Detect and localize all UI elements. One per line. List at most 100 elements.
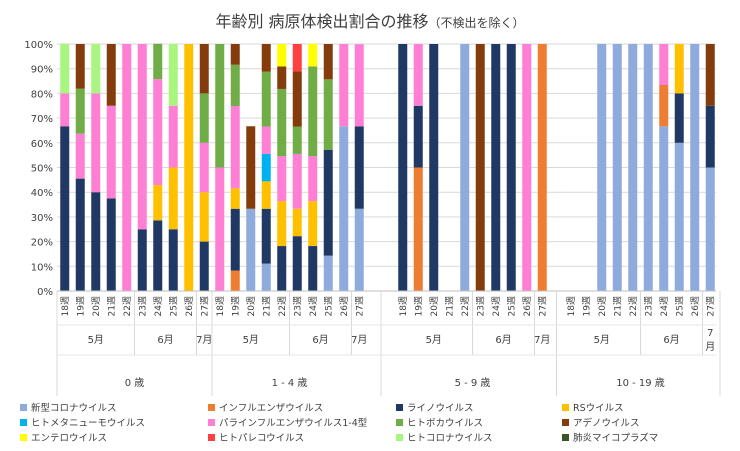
week-suffix: 週 — [277, 296, 288, 305]
legend-label: ヒトコロナウイルス — [407, 433, 493, 444]
week-suffix: 週 — [506, 296, 517, 305]
bar-segment — [659, 85, 669, 127]
week-number: 19 — [414, 305, 424, 317]
bar-segment — [277, 201, 287, 247]
bar-segment — [168, 167, 178, 230]
week-label: 24週 — [153, 296, 164, 316]
week-label: 26週 — [184, 296, 195, 316]
week-number: 26 — [185, 305, 195, 317]
week-suffix: 週 — [168, 296, 179, 305]
bar-segment — [75, 88, 85, 134]
week-number: 25 — [324, 305, 334, 316]
week-number: 23 — [138, 305, 148, 316]
week-label: 26週 — [522, 296, 533, 316]
legend-swatch — [208, 404, 215, 411]
week-suffix: 週 — [91, 296, 102, 305]
week-number: 19 — [582, 305, 592, 317]
week-label: 23週 — [475, 296, 486, 316]
bar-segment — [690, 44, 700, 291]
bar-segment — [91, 93, 101, 193]
legend-swatch — [396, 419, 403, 426]
legend-swatch — [562, 404, 569, 411]
bar-segment — [75, 133, 85, 179]
month-label-part: 7 — [707, 328, 713, 339]
age-group-label: 10 - 19 歳 — [616, 377, 665, 389]
week-number: 22 — [461, 305, 471, 316]
week-number: 27 — [355, 305, 365, 316]
week-label: 18週 — [60, 296, 71, 316]
y-tick-label: 30% — [31, 213, 53, 224]
bar-segment — [413, 167, 423, 291]
bar-segment — [354, 126, 364, 209]
week-label: 26週 — [339, 296, 350, 316]
week-suffix: 週 — [261, 296, 272, 305]
week-number: 20 — [92, 305, 102, 317]
week-label: 20週 — [597, 296, 608, 316]
y-axis: 0% 10% 20% 30% 40% 50% 60% 70% 80% 90% 100% — [24, 40, 53, 298]
week-suffix: 週 — [122, 296, 133, 305]
bar-segment — [597, 44, 607, 291]
x-axis: 18週19週20週21週22週23週24週25週26週27週18週19週20週2… — [56, 290, 721, 396]
bar-segment — [705, 105, 715, 168]
bar-segment — [184, 44, 194, 291]
month-label: 6月 — [157, 334, 173, 346]
week-suffix: 週 — [75, 296, 86, 305]
week-number: 19 — [231, 305, 241, 317]
legend-swatch — [208, 419, 215, 426]
bar-segment — [413, 44, 423, 106]
bar-segment — [60, 93, 70, 127]
legend-swatch — [208, 434, 215, 441]
week-label: 22週 — [122, 296, 133, 316]
bar-segment — [292, 44, 302, 72]
bar-segment — [537, 44, 547, 291]
bar-segment — [261, 263, 271, 291]
legend-swatch — [396, 404, 403, 411]
bar-segment — [339, 126, 349, 291]
age-group-label: 1 - 4 歳 — [272, 377, 308, 389]
week-label: 19週 — [230, 296, 241, 316]
week-number: 18 — [216, 305, 226, 317]
week-suffix: 週 — [106, 296, 117, 305]
bar-segment — [612, 44, 622, 291]
week-suffix: 週 — [460, 296, 471, 305]
bar-segment — [261, 71, 271, 127]
bar-segment — [323, 44, 333, 80]
week-number: 18 — [567, 305, 577, 317]
bar-segment — [277, 88, 287, 157]
bar-segment — [323, 149, 333, 256]
age-group-label: 5 - 9 歳 — [455, 377, 491, 389]
week-label: 25週 — [674, 296, 685, 316]
legend-swatch — [396, 434, 403, 441]
y-tick-label: 100% — [24, 40, 53, 51]
week-label: 20週 — [91, 296, 102, 316]
week-suffix: 週 — [308, 296, 319, 305]
week-suffix: 週 — [491, 296, 502, 305]
week-number: 26 — [691, 305, 701, 317]
week-suffix: 週 — [522, 296, 533, 305]
month-label-part: 月 — [705, 341, 715, 353]
week-number: 25 — [675, 305, 685, 316]
bar-segment — [261, 44, 271, 72]
legend-swatch — [562, 434, 569, 441]
week-number: 26 — [523, 305, 533, 317]
week-label: 20週 — [246, 296, 257, 316]
bar-segment — [106, 105, 116, 199]
week-suffix: 週 — [60, 296, 71, 305]
week-number: 20 — [598, 305, 608, 317]
bar-segment — [168, 229, 178, 291]
bar-segment — [230, 64, 240, 106]
week-label: 21週 — [612, 296, 623, 316]
bar-segment — [277, 66, 287, 89]
week-number: 24 — [492, 305, 502, 317]
bar-segment — [199, 241, 209, 291]
y-tick-label: 80% — [31, 89, 53, 100]
week-number: 21 — [613, 305, 623, 316]
bar-segment — [674, 93, 684, 143]
bar-segment — [199, 142, 209, 193]
week-label: 21週 — [444, 296, 455, 316]
bar-segment — [230, 44, 240, 65]
bar-segment — [215, 167, 225, 291]
y-tick-label: 10% — [31, 262, 53, 273]
month-label: 5月 — [426, 334, 442, 346]
